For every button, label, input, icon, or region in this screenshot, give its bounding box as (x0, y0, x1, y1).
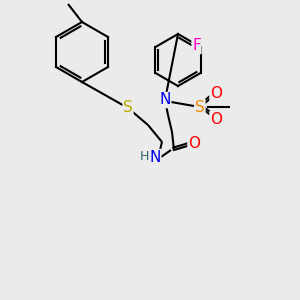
Text: O: O (210, 112, 222, 127)
Text: F: F (192, 38, 201, 53)
Text: N: N (159, 92, 171, 107)
Text: O: O (210, 86, 222, 101)
Text: S: S (123, 100, 133, 116)
Text: O: O (188, 136, 200, 152)
Text: N: N (149, 149, 161, 164)
Text: S: S (195, 100, 205, 115)
Text: H: H (139, 149, 149, 163)
